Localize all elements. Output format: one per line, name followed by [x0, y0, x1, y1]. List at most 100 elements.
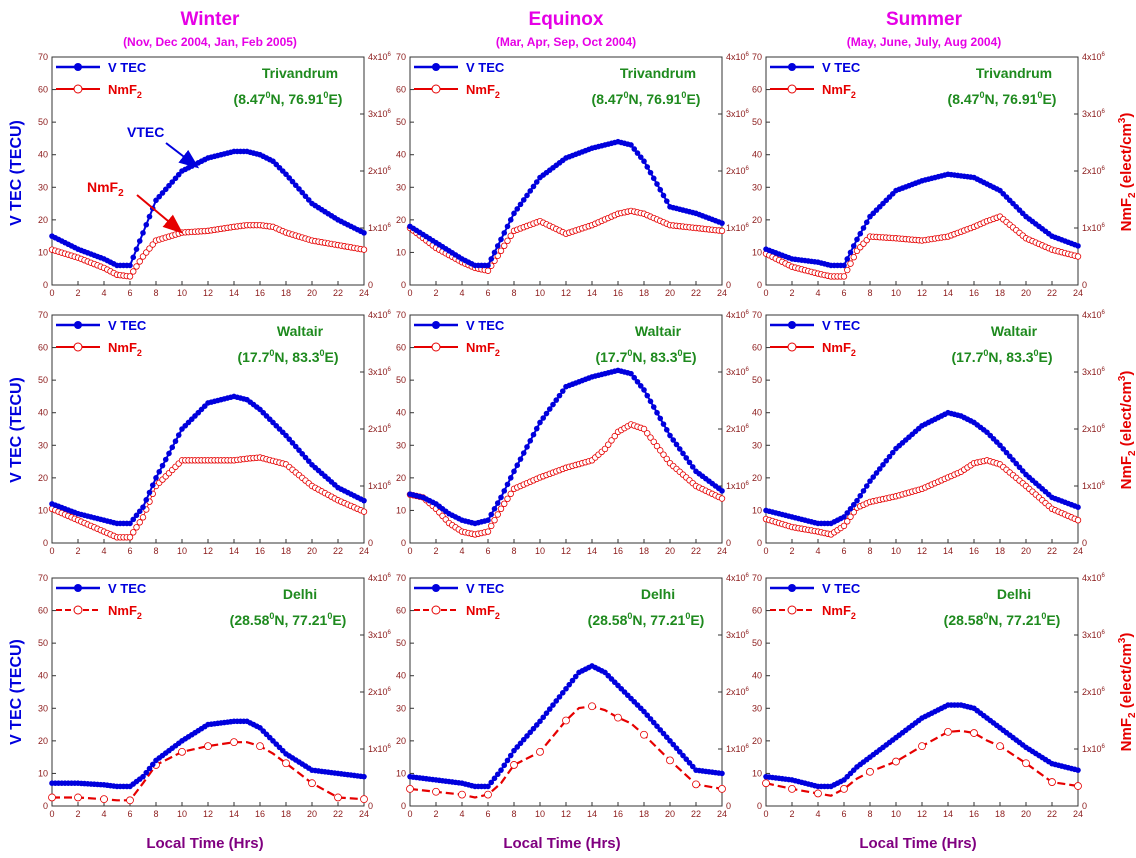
series-vtec-point [673, 745, 680, 751]
series-vtec-point [857, 492, 864, 499]
station-coords: (17.70N, 83.30E) [951, 348, 1052, 365]
y-tick-label: 40 [396, 150, 406, 160]
y-tick-label: 0 [401, 538, 406, 548]
series-vtec-point [172, 438, 179, 445]
legend-nmf2-label: NmF2 [108, 603, 142, 621]
x-tick-label: 4 [101, 288, 106, 298]
series-vtec-point [511, 747, 517, 754]
series-vtec-point [130, 516, 137, 523]
series-vtec-point [634, 378, 641, 385]
series-nmf2-point [614, 713, 622, 722]
station-name: Waltair [277, 323, 324, 339]
series-vtec-point [997, 442, 1003, 449]
legend-vtec-marker [74, 321, 82, 329]
series-vtec-point [647, 169, 654, 176]
series-nmf2-point [488, 522, 495, 530]
series-vtec-point [883, 457, 890, 464]
series-nmf2-point [230, 738, 238, 747]
legend-nmf2-marker [431, 342, 441, 352]
x-tick-label: 24 [359, 546, 369, 556]
y2-tick-label: 1x106 [368, 223, 392, 233]
series-vtec-point [863, 483, 870, 489]
x-tick-label: 22 [1047, 809, 1057, 819]
x-tick-label: 12 [561, 288, 571, 298]
y2-tick-label: 2x106 [726, 166, 750, 176]
x-tick-label: 12 [561, 546, 571, 556]
series-vtec-point [286, 436, 293, 442]
series-vtec-point [650, 404, 657, 410]
y-tick-label: 70 [752, 573, 762, 583]
x-tick-label: 10 [891, 288, 901, 298]
series-vtec-point [550, 401, 556, 408]
x-tick-label: 12 [917, 288, 927, 298]
series-nmf2-point [501, 242, 508, 250]
y2-tick-label: 4x106 [726, 310, 750, 320]
series-vtec-point [683, 455, 690, 461]
series-vtec-point [680, 450, 686, 457]
annotations: VTEC NmF2 [87, 124, 200, 234]
x-tick-label: 22 [333, 809, 343, 819]
y-tick-label: 30 [38, 440, 48, 450]
series-vtec-point [628, 142, 634, 148]
series-vtec-point [130, 254, 137, 261]
series-vtec-point [361, 497, 367, 504]
x-tick-label: 16 [255, 546, 265, 556]
series-nmf2-point [360, 246, 368, 253]
series-vtec-point [1003, 449, 1010, 456]
series-vtec-point [292, 443, 299, 450]
series-nmf2-point [660, 451, 667, 458]
series-vtec-point [520, 197, 527, 203]
y-tick-label: 30 [396, 182, 406, 192]
x-tick-label: 8 [867, 288, 872, 298]
x-tick-label: 18 [281, 288, 291, 298]
x-tick-label: 4 [101, 546, 106, 556]
series-nmf2-point [334, 793, 342, 802]
series-vtec-point [637, 154, 644, 160]
x-tick-label: 2 [789, 288, 794, 298]
x-tick-label: 22 [691, 809, 701, 819]
series-vtec-point [498, 767, 504, 773]
legend-vtec-label: V TEC [108, 581, 147, 596]
series-vtec-point [488, 511, 495, 518]
legend-nmf2-marker [431, 605, 441, 615]
series-nmf2-point [840, 785, 848, 793]
series-vtec-point [485, 517, 491, 523]
x-tick-label: 12 [917, 809, 927, 819]
series-vtec-point [663, 734, 670, 740]
y-tick-label: 40 [752, 408, 762, 418]
y-axis-label-left-row-3: V TEC (TECU) [8, 639, 25, 745]
series-nmf2-point [866, 767, 874, 776]
column-title-equinox: Equinox [529, 9, 604, 30]
series-nmf2-point [504, 237, 511, 245]
series-nmf2-point [136, 519, 143, 526]
series-vtec-point [641, 387, 647, 393]
panel-trivandrum-0-1: 0 2 4 6 8 10 12 14 16 18 20 22 2401020304050607001x1… [396, 52, 750, 298]
x-tick-label: 22 [691, 546, 701, 556]
series-vtec-point [524, 733, 530, 739]
series-vtec-point [133, 512, 140, 519]
y2-tick-label: 1x106 [368, 744, 392, 754]
series-nmf2-point [100, 795, 108, 804]
legend-vtec-label: V TEC [466, 318, 505, 333]
station-name: Waltair [991, 323, 1038, 339]
series-nmf2-point [611, 432, 618, 440]
y2-tick-label: 3x106 [726, 630, 750, 640]
series-vtec-line [409, 664, 723, 788]
series-vtec-point [572, 673, 579, 680]
y2-tick-label: 0 [726, 538, 731, 548]
x-tick-label: 16 [969, 546, 979, 556]
series-vtec-point [140, 773, 146, 780]
series-vtec-point [637, 383, 644, 389]
y-tick-label: 10 [752, 768, 762, 778]
x-tick-label: 16 [613, 546, 623, 556]
y2-tick-label: 2x106 [368, 424, 392, 434]
series-vtec-point [533, 425, 540, 432]
y-tick-label: 70 [752, 310, 762, 320]
y-tick-label: 0 [43, 280, 48, 290]
series-nmf2-point [847, 260, 854, 267]
x-tick-label: 0 [407, 546, 412, 556]
series-nmf2-point [663, 455, 670, 463]
series-vtec-point [302, 193, 309, 200]
x-tick-label: 6 [841, 288, 846, 298]
